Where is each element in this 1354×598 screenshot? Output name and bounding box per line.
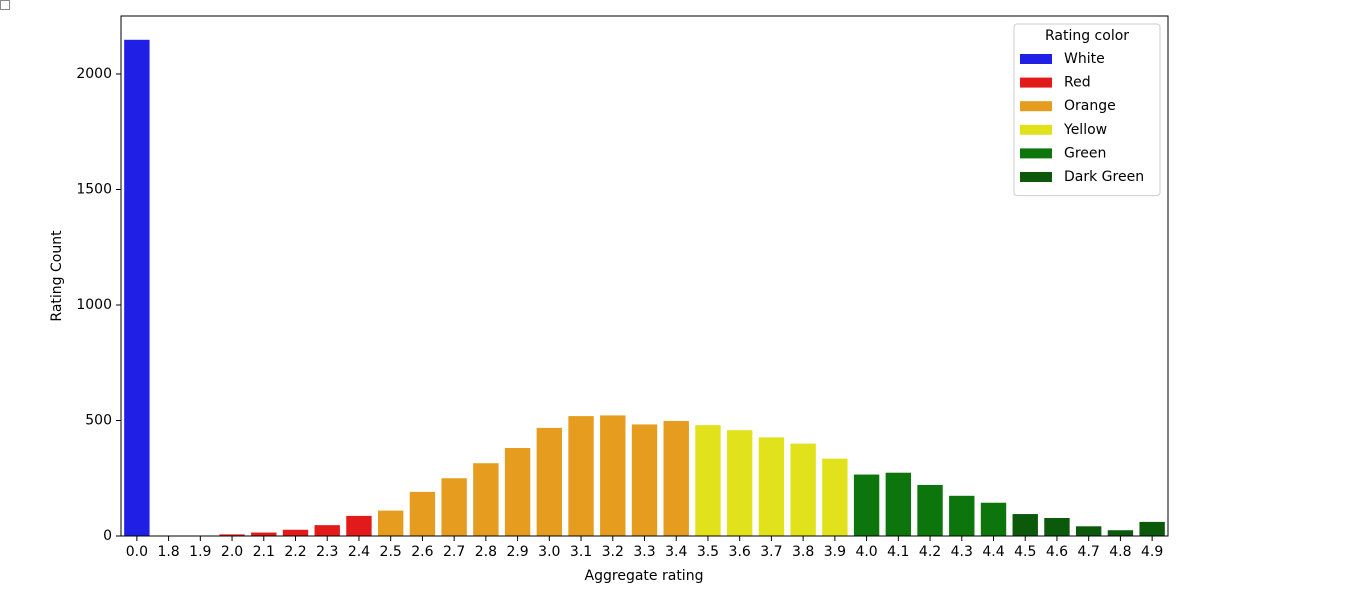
bar <box>1012 514 1038 536</box>
bar <box>853 474 880 536</box>
x-tick-label: 4.6 <box>1046 544 1068 560</box>
bar <box>726 430 753 536</box>
x-tick-label: 4.4 <box>982 544 1004 560</box>
bar <box>885 472 912 536</box>
bar <box>663 420 689 536</box>
legend-label: Dark Green <box>1064 169 1144 185</box>
x-tick-label: 2.9 <box>506 544 528 560</box>
x-tick-label: 0.0 <box>126 544 148 560</box>
bar <box>536 427 563 536</box>
y-tick-label: 0 <box>103 528 112 544</box>
legend-swatch <box>1020 172 1052 182</box>
y-tick-label: 500 <box>85 412 112 428</box>
bar <box>473 463 499 536</box>
x-tick-label: 3.2 <box>602 544 624 560</box>
legend-label: Green <box>1064 145 1106 161</box>
x-tick-label: 2.4 <box>348 544 370 560</box>
legend-swatch <box>1020 77 1052 88</box>
bar <box>124 39 150 536</box>
bar <box>790 443 816 536</box>
x-tick-label: 4.2 <box>919 544 941 560</box>
legend-swatch <box>1020 124 1052 135</box>
plot-frame <box>120 15 1169 537</box>
x-tick-label: 3.7 <box>760 544 782 560</box>
bar <box>219 534 245 536</box>
x-tick-label: 3.0 <box>538 544 560 560</box>
x-tick-label: 4.9 <box>1141 544 1163 560</box>
bar <box>695 425 721 536</box>
x-tick-label: 3.9 <box>824 544 846 560</box>
legend-swatch <box>1020 101 1052 112</box>
bar <box>949 495 975 536</box>
legend-label: Orange <box>1064 98 1116 114</box>
x-tick-label: 2.8 <box>475 544 497 560</box>
legend-swatch <box>1020 148 1052 159</box>
y-tick-label: 2000 <box>76 66 112 82</box>
x-axis-label: Aggregate rating <box>585 568 704 584</box>
x-tick-label: 2.5 <box>380 544 402 560</box>
x-tick-label: 4.5 <box>1014 544 1036 560</box>
x-tick-label: 2.3 <box>316 544 338 560</box>
bar <box>314 525 340 536</box>
x-tick-label: 1.9 <box>189 544 211 560</box>
bar <box>441 478 467 536</box>
bar <box>1139 521 1165 536</box>
bar <box>282 529 309 536</box>
bar <box>346 515 372 536</box>
x-tick-label: 4.8 <box>1109 544 1131 560</box>
y-tick-label: 1500 <box>76 181 112 197</box>
bar <box>504 447 531 536</box>
x-tick-label: 1.8 <box>157 544 179 560</box>
x-tick-label: 2.0 <box>221 544 243 560</box>
bar <box>980 502 1007 536</box>
legend-label: White <box>1064 51 1105 67</box>
bar <box>377 510 404 536</box>
bar <box>251 532 277 536</box>
bar <box>822 458 848 536</box>
x-tick-label: 4.3 <box>951 544 973 560</box>
y-axis-label: Rating Count <box>49 230 65 322</box>
x-tick-label: 2.7 <box>443 544 465 560</box>
bar <box>409 491 436 536</box>
x-tick-label: 4.0 <box>855 544 877 560</box>
bar <box>758 437 785 536</box>
x-tick-label: 3.6 <box>729 544 751 560</box>
x-tick-label: 2.1 <box>253 544 275 560</box>
x-tick-label: 4.1 <box>887 544 909 560</box>
bar <box>568 416 594 536</box>
x-tick-label: 2.2 <box>284 544 306 560</box>
bar <box>1107 530 1134 536</box>
legend-label: Red <box>1064 75 1091 91</box>
bar <box>917 484 943 536</box>
bar <box>1044 517 1070 536</box>
bar <box>600 415 626 536</box>
legend-label: Yellow <box>1063 122 1107 138</box>
cell-checkbox <box>0 0 10 10</box>
x-tick-label: 2.6 <box>411 544 433 560</box>
legend-swatch <box>1020 54 1052 64</box>
bar <box>631 424 658 536</box>
x-tick-label: 3.4 <box>665 544 687 560</box>
x-tick-label: 3.3 <box>633 544 655 560</box>
y-tick-label: 1000 <box>76 297 112 313</box>
bar <box>1075 526 1102 536</box>
x-tick-label: 3.1 <box>570 544 592 560</box>
x-tick-label: 3.5 <box>697 544 719 560</box>
x-tick-label: 4.7 <box>1078 544 1100 560</box>
x-tick-label: 3.8 <box>792 544 814 560</box>
legend-title: Rating color <box>1045 28 1129 44</box>
